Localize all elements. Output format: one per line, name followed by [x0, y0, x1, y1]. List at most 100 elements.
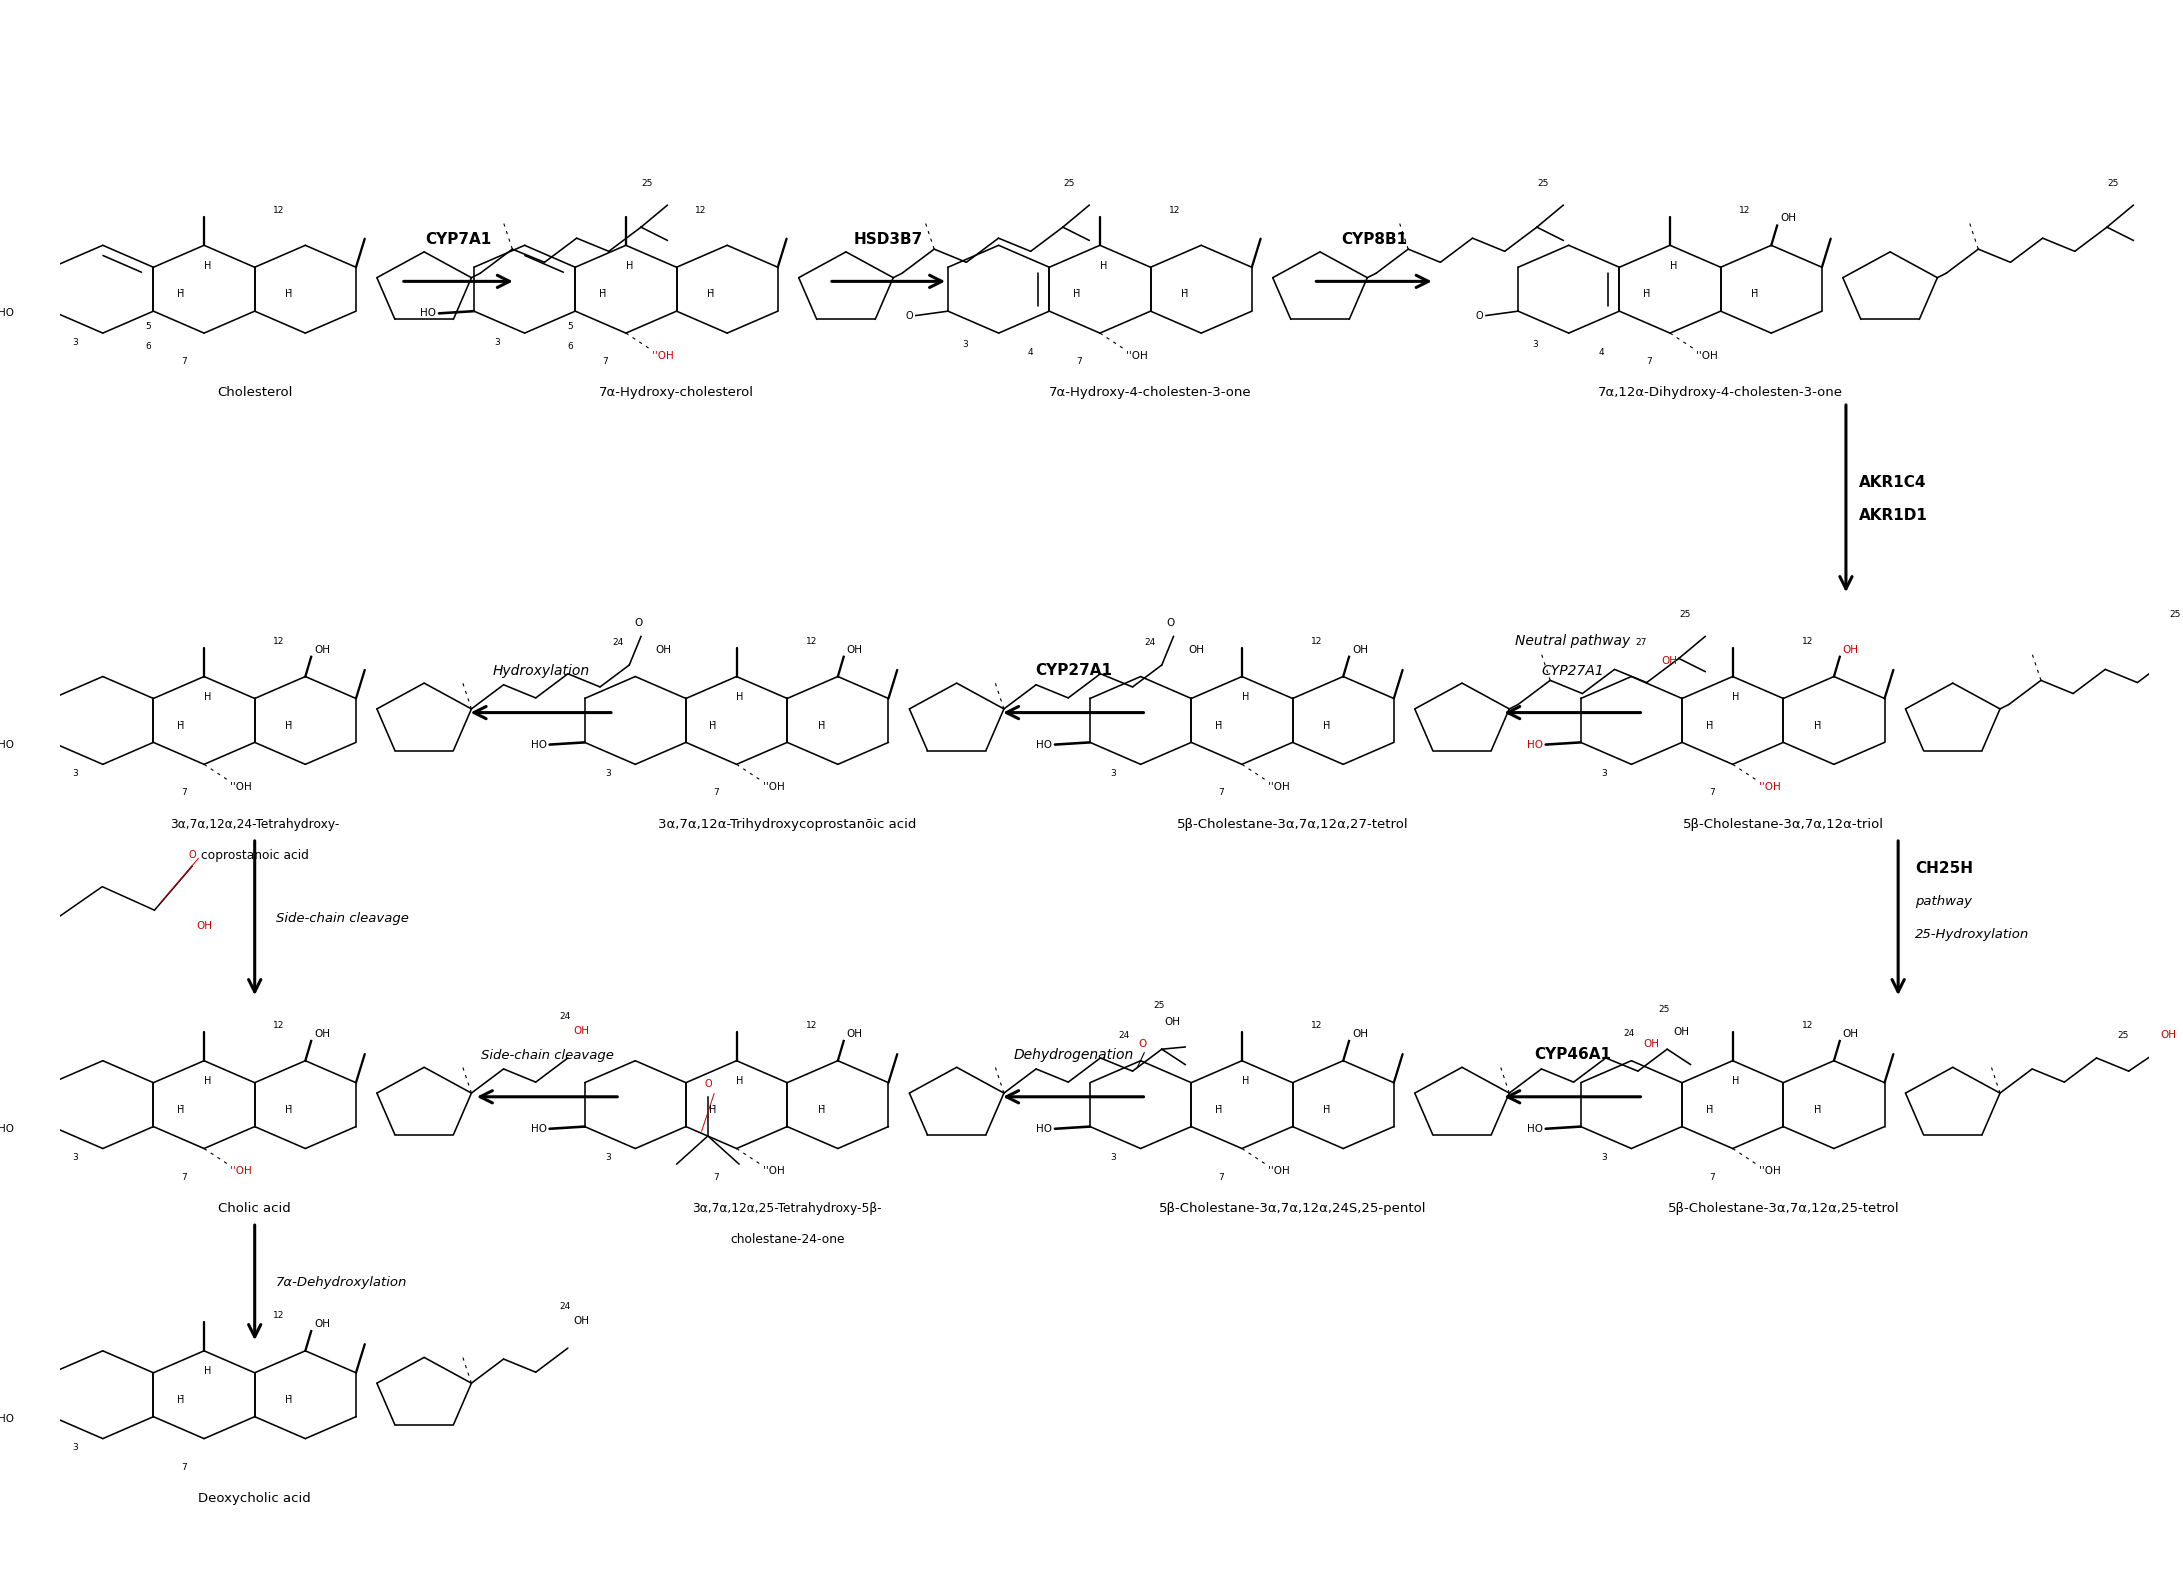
Text: H̄: H̄: [177, 290, 183, 299]
Text: 7α,12α-Dihydroxy-4-cholesten-3-one: 7α,12α-Dihydroxy-4-cholesten-3-one: [1598, 386, 1842, 399]
Text: 7α-Hydroxy-cholesterol: 7α-Hydroxy-cholesterol: [598, 386, 753, 399]
Text: 25: 25: [2118, 1031, 2128, 1041]
Text: H̄: H̄: [819, 721, 825, 731]
Text: OH: OH: [1351, 1028, 1369, 1039]
Text: H̄: H̄: [177, 721, 183, 731]
Text: OH: OH: [847, 644, 862, 655]
Text: 25-Hydroxylation: 25-Hydroxylation: [1914, 929, 2030, 941]
Text: 3: 3: [1111, 769, 1116, 778]
Text: HO: HO: [530, 1123, 546, 1134]
Text: 12: 12: [694, 206, 707, 215]
Text: ''OH: ''OH: [231, 782, 251, 793]
Text: 3α,7α,12α,24-Tetrahydroxy-: 3α,7α,12α,24-Tetrahydroxy-: [170, 818, 338, 831]
Text: 3: 3: [72, 1153, 79, 1161]
Text: ''OH: ''OH: [1268, 782, 1290, 793]
Text: 12: 12: [273, 206, 284, 215]
Text: 12: 12: [806, 638, 816, 645]
Text: Cholic acid: Cholic acid: [218, 1202, 290, 1215]
Text: H: H: [203, 691, 212, 702]
Text: H: H: [203, 1076, 212, 1087]
Text: 3: 3: [72, 1443, 79, 1452]
Text: HO: HO: [1037, 1123, 1052, 1134]
Text: ''OH: ''OH: [762, 1166, 784, 1175]
Text: HO: HO: [419, 308, 437, 318]
Text: OH: OH: [314, 644, 330, 655]
Text: ''OH: ''OH: [653, 351, 675, 361]
Text: OH: OH: [574, 1027, 589, 1036]
Text: H̄: H̄: [1751, 290, 1759, 299]
Text: H: H: [627, 261, 633, 271]
Text: 7: 7: [1709, 788, 1716, 797]
Text: AKR1C4: AKR1C4: [1858, 475, 1925, 489]
Text: Side-chain cleavage: Side-chain cleavage: [275, 911, 408, 924]
Text: 7: 7: [714, 1172, 718, 1182]
Text: 12: 12: [1801, 1020, 1814, 1030]
Text: O: O: [906, 310, 912, 321]
Text: 7: 7: [714, 788, 718, 797]
Text: ''OH: ''OH: [762, 782, 784, 793]
Text: OH: OH: [1166, 1017, 1181, 1027]
Text: 5: 5: [568, 323, 574, 331]
Text: HSD3B7: HSD3B7: [854, 233, 923, 247]
Text: 7: 7: [181, 1463, 186, 1471]
Text: H: H: [1733, 1076, 1740, 1087]
Text: 4: 4: [1598, 348, 1605, 358]
Text: ''OH: ''OH: [231, 1166, 251, 1175]
Text: H̄: H̄: [177, 1395, 183, 1405]
Text: H̄: H̄: [709, 721, 716, 731]
Text: 24: 24: [559, 1011, 570, 1020]
Text: ''OH: ''OH: [1696, 351, 1718, 361]
Text: OH: OH: [196, 921, 212, 930]
Text: ''OH: ''OH: [1268, 1166, 1290, 1175]
Text: 7: 7: [1076, 358, 1083, 367]
Text: H̄: H̄: [1323, 721, 1329, 731]
Text: HO: HO: [0, 308, 13, 318]
Text: OH: OH: [847, 1028, 862, 1039]
Text: ''OH: ''OH: [1126, 351, 1148, 361]
Text: 7: 7: [603, 358, 609, 367]
Text: OH: OH: [1351, 644, 1369, 655]
Text: H̄: H̄: [1814, 721, 1821, 731]
Text: CYP8B1: CYP8B1: [1340, 233, 1408, 247]
Text: 12: 12: [273, 1020, 284, 1030]
Text: OH: OH: [2161, 1030, 2176, 1041]
Text: O: O: [1137, 1039, 1146, 1049]
Text: H̄: H̄: [1181, 290, 1188, 299]
Text: H̄: H̄: [1814, 1104, 1821, 1115]
Text: 7: 7: [1218, 788, 1225, 797]
Text: OH: OH: [314, 1319, 330, 1329]
Text: 25: 25: [1679, 611, 1690, 619]
Text: H: H: [1100, 261, 1107, 271]
Text: CYP27A1: CYP27A1: [1035, 663, 1111, 679]
Text: OH: OH: [1672, 1027, 1690, 1036]
Text: 7α-Hydroxy-4-cholesten-3-one: 7α-Hydroxy-4-cholesten-3-one: [1050, 386, 1251, 399]
Text: 7: 7: [181, 788, 186, 797]
Text: 5β-Cholestane-3α,7α,12α,25-tetrol: 5β-Cholestane-3α,7α,12α,25-tetrol: [1668, 1202, 1899, 1215]
Text: 24: 24: [1624, 1030, 1635, 1038]
Text: 25: 25: [1153, 1001, 1164, 1009]
Text: H: H: [1242, 1076, 1249, 1087]
Text: 5β-Cholestane-3α,7α,12α-triol: 5β-Cholestane-3α,7α,12α-triol: [1683, 818, 1884, 831]
Text: 25: 25: [1537, 179, 1548, 188]
Text: HO: HO: [1526, 1123, 1543, 1134]
Text: OH: OH: [1842, 1028, 1858, 1039]
Text: 3: 3: [1532, 340, 1539, 348]
Text: 25: 25: [2170, 611, 2181, 619]
Text: 7: 7: [1709, 1172, 1716, 1182]
Text: H̄: H̄: [1216, 721, 1222, 731]
Text: H: H: [1733, 691, 1740, 702]
Text: O: O: [188, 850, 196, 861]
Text: H̄: H̄: [1323, 1104, 1329, 1115]
Text: H̄: H̄: [598, 290, 607, 299]
Text: H̄: H̄: [819, 1104, 825, 1115]
Text: CYP27A1: CYP27A1: [1541, 664, 1605, 679]
Text: H: H: [1242, 691, 1249, 702]
Text: Neutral pathway: Neutral pathway: [1515, 634, 1631, 649]
Text: 12: 12: [1312, 638, 1323, 645]
Text: O: O: [1476, 310, 1482, 321]
Text: 24: 24: [1144, 639, 1155, 647]
Text: 27: 27: [1635, 639, 1646, 647]
Text: H: H: [736, 1076, 744, 1087]
Text: OH: OH: [655, 644, 672, 655]
Text: H̄: H̄: [1072, 290, 1081, 299]
